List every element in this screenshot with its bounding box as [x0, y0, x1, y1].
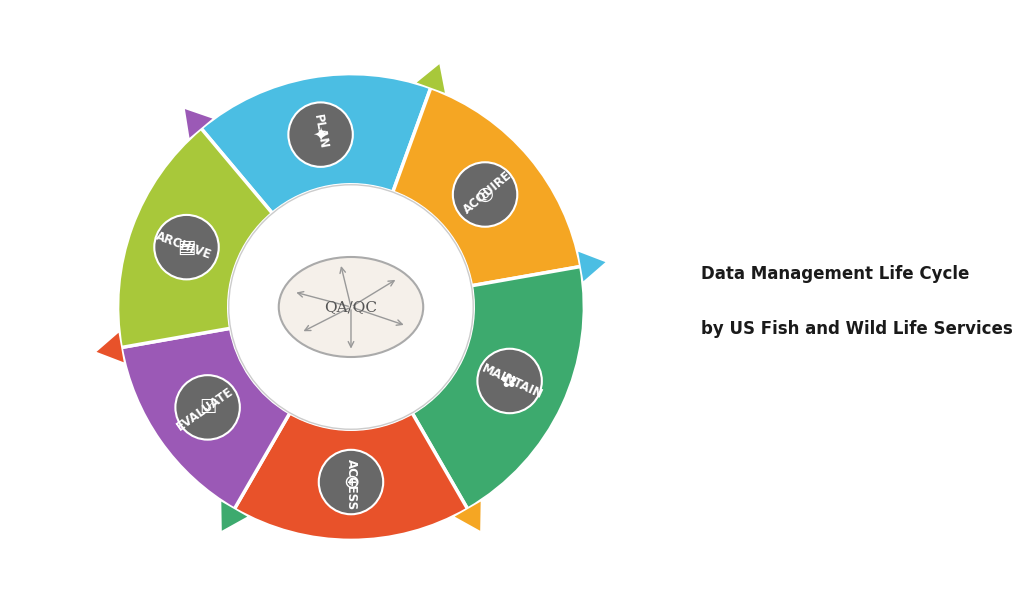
Text: PLAN: PLAN — [310, 114, 330, 150]
Text: ☑: ☑ — [199, 398, 216, 417]
Wedge shape — [412, 266, 585, 509]
Text: ◎: ◎ — [476, 185, 494, 204]
Wedge shape — [227, 184, 474, 430]
Text: MAINTAIN: MAINTAIN — [479, 362, 545, 402]
Polygon shape — [96, 333, 124, 362]
Polygon shape — [379, 187, 407, 216]
Polygon shape — [228, 314, 255, 343]
Text: ACCESS: ACCESS — [344, 459, 357, 510]
Circle shape — [228, 185, 473, 429]
Wedge shape — [118, 128, 272, 348]
Polygon shape — [276, 391, 303, 421]
Wedge shape — [393, 88, 581, 286]
Circle shape — [477, 349, 542, 413]
Circle shape — [289, 103, 353, 167]
Ellipse shape — [279, 257, 423, 357]
Wedge shape — [234, 413, 468, 540]
Wedge shape — [201, 74, 431, 213]
Wedge shape — [121, 328, 290, 509]
Polygon shape — [579, 252, 605, 281]
Text: QA/QC: QA/QC — [325, 300, 378, 314]
Text: ✦: ✦ — [312, 125, 329, 144]
Polygon shape — [417, 64, 444, 93]
Text: ✿: ✿ — [502, 371, 518, 391]
Polygon shape — [221, 502, 247, 530]
Circle shape — [155, 215, 219, 279]
Text: ⊕: ⊕ — [343, 473, 359, 492]
Polygon shape — [446, 271, 474, 300]
Text: ACQUIRE: ACQUIRE — [461, 169, 514, 217]
Text: ARCHIVE: ARCHIVE — [155, 230, 214, 262]
Polygon shape — [261, 204, 289, 233]
Text: by US Fish and Wild Life Services: by US Fish and Wild Life Services — [701, 321, 1013, 338]
Circle shape — [175, 375, 240, 440]
Polygon shape — [399, 391, 425, 421]
Circle shape — [318, 450, 383, 515]
Text: EVALUATE: EVALUATE — [174, 384, 237, 433]
Circle shape — [453, 162, 517, 227]
Text: Data Management Life Cycle: Data Management Life Cycle — [701, 265, 970, 282]
Polygon shape — [185, 109, 212, 138]
Text: ▤: ▤ — [177, 238, 196, 257]
Polygon shape — [455, 502, 480, 530]
